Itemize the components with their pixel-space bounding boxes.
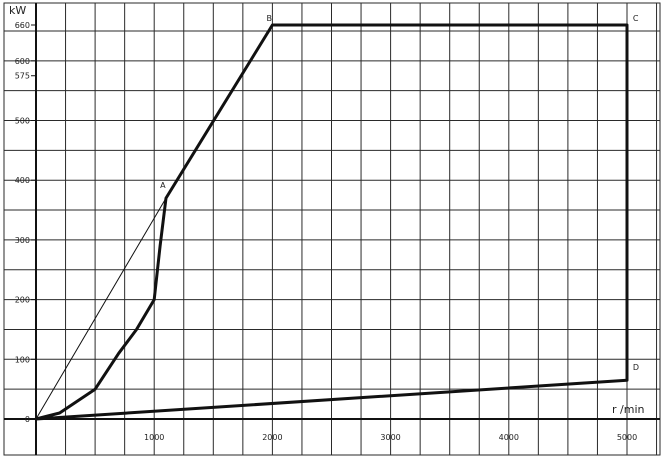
x-tick-label: 4000 [499, 433, 519, 442]
x-tick-label: 5000 [617, 433, 637, 442]
plot-frame [3, 2, 661, 456]
axes [3, 2, 661, 456]
point-label-a: A [160, 181, 166, 190]
x-tick-label: 2000 [262, 433, 282, 442]
y-tick-label: 600 [15, 57, 30, 66]
y-tick-label: 660 [15, 21, 30, 30]
x-axis-unit: r /min [612, 403, 644, 416]
point-label-d: D [633, 363, 639, 372]
tick-labels: 1000 2000 3000 4000 5000 0 100 200 300 400 500 575 6… [15, 14, 639, 442]
y-tick-label: 400 [15, 176, 30, 185]
power-envelope-line [34, 23, 629, 421]
point-label-b: B [266, 14, 272, 23]
y-tick-label: 500 [15, 117, 30, 126]
reference-line [35, 197, 167, 420]
y-tick-label: 100 [15, 355, 30, 364]
y-tick-label: 300 [15, 236, 30, 245]
y-tick-label: 200 [15, 296, 30, 305]
y-axis-unit: kW [9, 4, 26, 17]
grid-lines [4, 3, 660, 455]
y-tick-label: 575 [15, 72, 30, 81]
x-tick-label: 1000 [144, 433, 164, 442]
y-tick-label: 0 [25, 415, 30, 424]
point-label-c: C [633, 14, 639, 23]
data-series [34, 23, 629, 421]
x-tick-label: 3000 [380, 433, 400, 442]
